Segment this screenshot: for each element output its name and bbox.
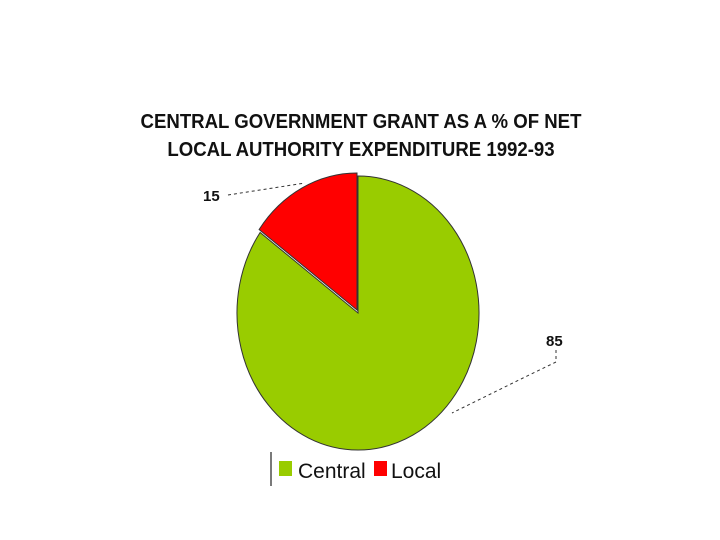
data-labels: 85 15 <box>203 188 563 350</box>
legend-label-central: Central <box>298 460 366 483</box>
legend-label-local: Local <box>391 460 441 483</box>
pie-slices <box>236 172 480 451</box>
chart-title: CENTRAL GOVERNMENT GRANT AS A % OF NET L… <box>25 108 696 164</box>
leader-line-central <box>451 350 557 414</box>
leader-lines <box>227 182 557 414</box>
legend: Central Local <box>270 452 441 486</box>
chart-title-line-2: LOCAL AUTHORITY EXPENDITURE 1992-93 <box>167 139 555 161</box>
legend-swatch-central <box>279 461 292 476</box>
leader-line-local <box>227 182 306 196</box>
pie-slice-central <box>236 175 480 451</box>
chart-title-line-1: CENTRAL GOVERNMENT GRANT AS A % OF NET <box>140 111 582 133</box>
data-label-central: 85 <box>546 333 563 350</box>
legend-swatch-local <box>374 461 387 476</box>
data-label-local: 15 <box>203 188 220 205</box>
pie-slice-local <box>258 172 358 312</box>
